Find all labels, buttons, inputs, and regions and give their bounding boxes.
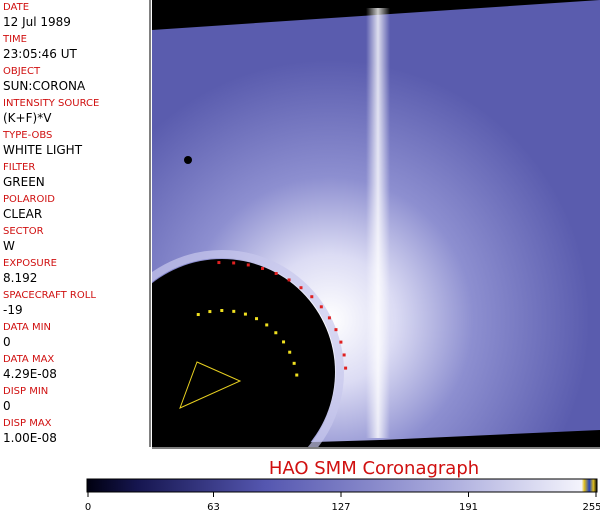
dot — [288, 350, 292, 354]
field-value: -19 — [3, 303, 23, 317]
dot — [319, 305, 323, 309]
tick-label: 255 — [582, 502, 600, 512]
field-label: SECTOR — [3, 226, 44, 237]
dot — [217, 261, 221, 265]
marker — [179, 361, 242, 409]
field-label: TIME — [3, 34, 28, 45]
dot — [334, 328, 338, 332]
dot — [327, 316, 331, 320]
dot — [287, 278, 291, 282]
tick-label: 0 — [85, 502, 91, 512]
tick-label: 191 — [459, 502, 478, 512]
occulter — [152, 259, 335, 447]
dot — [220, 309, 224, 313]
field-label: DATE — [3, 2, 30, 13]
dot — [339, 340, 343, 344]
field-value: (K+F)*V — [3, 111, 52, 125]
dot — [299, 286, 303, 290]
tick-label: 127 — [331, 502, 350, 512]
title: HAO SMM Coronagraph — [269, 458, 479, 479]
field-value: 12 Jul 1989 — [3, 15, 71, 29]
field-value: WHITE LIGHT — [3, 143, 83, 157]
dot — [295, 373, 299, 377]
dot — [274, 331, 278, 335]
field-label: SPACECRAFT ROLL — [3, 290, 96, 301]
dot — [255, 317, 259, 321]
field-value: 4.29E-08 — [3, 367, 57, 381]
dot — [243, 312, 247, 316]
info-panel: DATE 12 Jul 1989 TIME 23:05:46 UT OBJECT SUN:… — [0, 0, 150, 447]
field-label: DISP MIN — [3, 386, 49, 397]
field-value: GREEN — [3, 175, 45, 189]
field-label: DATA MAX — [3, 354, 55, 365]
field-value: 1.00E-08 — [3, 431, 57, 445]
dot — [232, 309, 236, 313]
dot — [261, 266, 265, 270]
dot — [282, 340, 286, 344]
field-label: FILTER — [3, 162, 36, 173]
dot — [246, 263, 250, 267]
dot — [342, 353, 346, 357]
dot — [310, 295, 314, 299]
dot — [208, 310, 212, 314]
field-label: DATA MIN — [3, 322, 51, 333]
dot — [232, 261, 236, 265]
field-value: CLEAR — [3, 207, 43, 221]
field-value: 23:05:46 UT — [3, 47, 77, 61]
field-label: DISP MAX — [3, 418, 52, 429]
field-label: INTENSITY SOURCE — [3, 98, 100, 109]
dot — [265, 323, 269, 327]
field-label: TYPE-OBS — [3, 130, 53, 141]
dot — [344, 366, 348, 370]
dot — [196, 313, 200, 317]
field-value: 0 — [3, 399, 11, 413]
field-label: EXPOSURE — [3, 258, 58, 269]
color-bar — [86, 478, 598, 493]
field-label: OBJECT — [3, 66, 41, 77]
field-value: W — [3, 239, 15, 253]
spot — [184, 156, 192, 164]
field-value: 8.192 — [3, 271, 38, 285]
tick-label: 63 — [207, 502, 220, 512]
field-value: SUN:CORONA — [3, 79, 86, 93]
streak — [366, 8, 390, 438]
occulter-ring — [152, 250, 344, 447]
field-value: 0 — [3, 335, 11, 349]
field-label: POLAROID — [3, 194, 56, 205]
dot — [292, 361, 296, 365]
overlay-dots — [196, 261, 348, 377]
dot — [274, 271, 278, 275]
